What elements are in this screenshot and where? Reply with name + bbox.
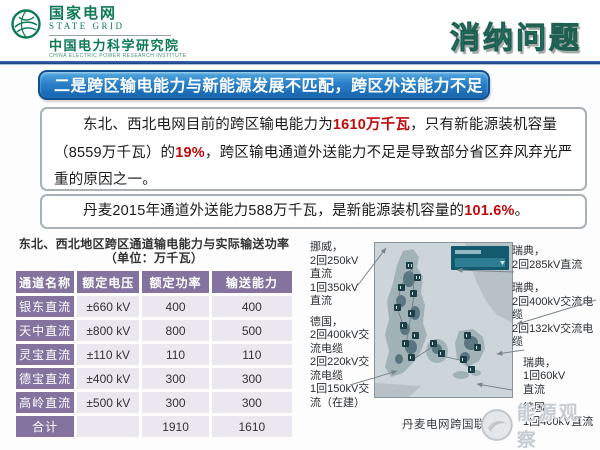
value-cell: 300	[142, 392, 209, 413]
body-text: 丹麦2015年通道外送能力588万千瓦，是新能源装机容量的	[83, 203, 465, 219]
body-text: 东北、西北电网目前的跨区输电能力为	[83, 117, 333, 133]
table-body: 银东直流 ±660 kV 400 400 天中直流 ±800 kV 800 500 灵宝直流 ±1…	[16, 296, 292, 437]
map-annotation: 挪威， 2回250kV 直流 1回350kV 直流	[310, 241, 359, 307]
denmark-map	[374, 242, 513, 398]
table-row: 高岭直流 ±500 kV 300 300	[16, 392, 292, 413]
value-cell: 110	[142, 344, 209, 365]
table-title-line2: （单位：万千瓦）	[104, 251, 204, 265]
value-cell: 400	[211, 296, 292, 317]
value-cell: 500	[211, 320, 292, 341]
map-legend-box	[451, 246, 509, 270]
table-row: 银东直流 ±660 kV 400 400	[16, 296, 292, 317]
value-cell: 1910	[142, 416, 209, 437]
table-row: 灵宝直流 ±110 kV 110 110	[16, 344, 292, 365]
table-title-line1: 东北、西北地区跨区通道输电能力与实际输送功率	[18, 237, 290, 251]
value-cell: ±500 kV	[77, 392, 140, 413]
watermark-text: 能源观察	[516, 403, 580, 450]
map-annotation: 瑞典， 2回400kV交流电缆 2回132kV交流电缆	[512, 282, 594, 348]
value-cell	[77, 416, 140, 437]
logo-divider	[49, 35, 171, 36]
table-head-row: 通道名称 额定电压 额定功率 输送能力	[16, 271, 292, 293]
table-row: 合计 1910 1610	[16, 416, 292, 437]
channel-name-cell: 高岭直流	[16, 392, 75, 413]
body-text: 。	[514, 203, 530, 219]
channel-name-cell: 银东直流	[16, 296, 75, 317]
map-annotations-left: 挪威， 2回250kV 直流 1回350kV 直流德国， 2回400kV交 流电…	[310, 241, 376, 410]
body-text: ，只有新能源装机容量（8559万千瓦）的	[54, 117, 558, 161]
map-annotation: 德国， 2回400kV交 流电缆 2回220kV交 流电缆 1回150kV交 流…	[310, 315, 370, 409]
header-rule	[0, 61, 600, 64]
logo-text-block: 国家电网 STATE GRID 中国电力科学研究院 CHINA ELECTRIC…	[49, 6, 187, 60]
value-cell: ±110 kV	[77, 344, 140, 365]
table-row: 德宝直流 ±400 kV 300 300	[16, 368, 292, 389]
capacity-table-block: 东北、西北地区跨区通道输电能力与实际输送功率 （单位：万千瓦） 通道名称 额定电压…	[13, 237, 295, 440]
value-cell: 300	[142, 368, 209, 389]
value-cell: 800	[142, 320, 209, 341]
slide-header: 国家电网 STATE GRID 中国电力科学研究院 CHINA ELECTRIC…	[0, 0, 600, 62]
value-cell: ±800 kV	[77, 320, 140, 341]
brand-name-cn: 国家电网	[49, 5, 118, 22]
value-cell: 110	[211, 344, 292, 365]
watermark: 能源观察	[480, 398, 600, 450]
table-header-cell: 输送能力	[211, 271, 292, 293]
table-header-cell: 额定功率	[142, 271, 209, 293]
state-grid-logo: 国家电网 STATE GRID 中国电力科学研究院 CHINA ELECTRIC…	[10, 6, 187, 60]
paragraph-2: 丹麦2015年通道外送能力588万千瓦，是新能源装机容量的101.6%。	[54, 196, 573, 226]
section-banner: 二是跨区输电能力与新能源发展不匹配，跨区外送能力不足	[38, 70, 490, 100]
value-cell: ±660 kV	[77, 296, 140, 317]
value-cell: ±400 kV	[77, 368, 140, 389]
highlight-value: 1610万千瓦	[332, 117, 411, 133]
table-row: 天中直流 ±800 kV 800 500	[16, 320, 292, 341]
channel-name-cell: 合计	[16, 416, 75, 437]
table-header-cell: 额定电压	[77, 271, 140, 293]
value-cell: 400	[142, 296, 209, 317]
channel-name-cell: 德宝直流	[16, 368, 75, 389]
capacity-table: 通道名称 额定电压 额定功率 输送能力 银东直流 ±660 kV 400 400 天中直流 ±8…	[13, 268, 295, 440]
paragraph-1: 东北、西北电网目前的跨区输电能力为1610万千瓦，只有新能源装机容量（8559万…	[54, 112, 573, 195]
paragraph-box-2: 丹麦2015年通道外送能力588万千瓦，是新能源装机容量的101.6%。	[40, 194, 587, 229]
channel-name-cell: 天中直流	[16, 320, 75, 341]
highlight-value: 101.6%	[464, 203, 515, 219]
body-text: ，跨区输电通道外送能力不足是导致部分省区弃风弃光严重的原因之一。	[54, 144, 573, 189]
institute-name-en: CHINA ELECTRIC POWER RESEARCH INSTITUTE	[49, 53, 187, 59]
page-title: 消纳问题	[450, 22, 582, 56]
channel-name-cell: 灵宝直流	[16, 344, 75, 365]
map-annotation: 瑞典， 1回60kV 直流	[523, 356, 566, 396]
brand-name-en: STATE GRID	[49, 21, 125, 31]
denmark-figure: 挪威， 2回250kV 直流 1回350kV 直流德国， 2回400kV交 流电…	[300, 238, 600, 450]
table-header-cell: 通道名称	[16, 271, 75, 293]
map-annotation: 德国， 1回400kV直流	[523, 402, 594, 428]
institute-name-cn: 中国电力科学研究院	[49, 38, 180, 53]
map-annotation: 瑞典， 2回285kV直流	[512, 245, 583, 271]
state-grid-globe-icon	[11, 9, 41, 39]
denmark-grid-map	[375, 243, 512, 397]
value-cell: 1610	[211, 416, 292, 437]
highlight-value: 19%	[175, 144, 205, 161]
value-cell: 300	[211, 368, 292, 389]
header-rule-highlight	[0, 64, 600, 65]
watermark-logo-icon	[480, 409, 513, 441]
value-cell: 300	[211, 392, 292, 413]
paragraph-box-1: 东北、西北电网目前的跨区输电能力为1610万千瓦，只有新能源装机容量（8559万…	[40, 107, 587, 191]
